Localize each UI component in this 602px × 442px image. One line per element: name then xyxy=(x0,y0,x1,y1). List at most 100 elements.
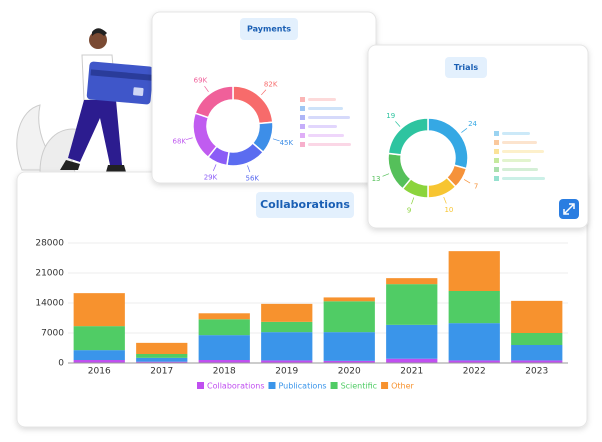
bar-segment xyxy=(136,354,188,358)
chart-title: Trials xyxy=(454,63,478,72)
bar-segment xyxy=(448,323,500,361)
leader-line xyxy=(272,138,280,142)
donut-slice xyxy=(387,117,429,156)
title-pill xyxy=(445,57,487,78)
slice-label: 24 xyxy=(468,120,477,128)
bar-segment xyxy=(261,360,313,363)
legend-blur xyxy=(308,107,343,110)
legend-label: Scientific xyxy=(341,382,378,391)
legend-swatch xyxy=(330,382,338,389)
bar-segment xyxy=(136,361,188,363)
legend-swatch xyxy=(268,382,276,389)
slice-label: 29K xyxy=(204,173,218,181)
title-pill xyxy=(240,18,298,40)
x-tick-label: 2017 xyxy=(150,367,173,377)
legend-swatch xyxy=(381,382,389,389)
donut-slice xyxy=(194,85,234,119)
slice-label: 19 xyxy=(386,112,395,120)
bar-segment xyxy=(386,284,438,325)
y-tick-label: 14000 xyxy=(35,299,64,309)
bar-segment xyxy=(198,335,250,360)
leader-line xyxy=(395,121,401,127)
bar-segment xyxy=(386,324,438,359)
slice-label: 9 xyxy=(407,207,411,215)
bar-segment xyxy=(323,297,375,302)
y-tick-label: 21000 xyxy=(35,269,64,279)
bar-segment xyxy=(511,300,563,333)
slice-label: 13 xyxy=(372,175,381,183)
slice-label: 56K xyxy=(246,175,260,183)
leader-line xyxy=(261,89,267,96)
slice-label: 69K xyxy=(194,76,208,84)
x-tick-label: 2022 xyxy=(463,367,486,377)
legend-blur xyxy=(502,141,537,144)
leader-line xyxy=(204,85,209,93)
bar-segment xyxy=(136,342,188,354)
legend-blur xyxy=(502,150,544,153)
leader-line xyxy=(411,197,415,205)
legend-blur xyxy=(502,132,530,135)
leader-line xyxy=(185,137,193,141)
legend-swatch xyxy=(197,382,204,389)
y-tick-label: 0 xyxy=(58,359,64,369)
chart-title: Collaborations xyxy=(260,198,350,211)
legend-blur xyxy=(308,125,337,128)
bar-segment xyxy=(323,332,375,361)
bar-chart: 0 7000 14000 21000 28000 2016 2017 2018 2019 2020… xyxy=(35,239,568,391)
slice-label: 82K xyxy=(264,81,278,89)
x-tick-label: 2023 xyxy=(525,367,548,377)
bar-segment xyxy=(198,313,250,320)
illustration xyxy=(16,28,154,173)
slice-label: 68K xyxy=(172,138,186,146)
x-tick-label: 2019 xyxy=(275,367,298,377)
bar-segment xyxy=(73,360,125,363)
legend-blur xyxy=(502,159,531,162)
legend-label: Publications xyxy=(278,382,326,391)
trials-card xyxy=(367,44,589,229)
bar-segment xyxy=(448,251,500,291)
legend-swatch xyxy=(494,167,499,172)
bar-segment xyxy=(511,360,563,363)
x-tick-label: 2021 xyxy=(400,367,423,377)
legend-blur xyxy=(502,177,545,180)
legend-swatch xyxy=(300,97,305,102)
donut-chart: 24 7 10 9 13 19 xyxy=(372,112,545,215)
legend-blur xyxy=(308,98,336,101)
donut-chart: 82K 45K 56K 29K 68K 69K xyxy=(172,76,351,183)
y-tick-label: 28000 xyxy=(35,239,64,249)
legend-swatch xyxy=(494,158,499,163)
slice-label: 7 xyxy=(474,183,478,191)
legend-swatch xyxy=(494,131,499,136)
bar-segment xyxy=(73,350,125,360)
chart-title: Payments xyxy=(247,25,291,34)
legend-blur xyxy=(308,143,351,146)
bar-segment xyxy=(261,321,313,333)
leader-line xyxy=(443,196,447,204)
leader-line xyxy=(461,128,468,133)
bar-segment xyxy=(323,301,375,333)
legend-swatch xyxy=(300,133,305,138)
x-tick-label: 2018 xyxy=(213,367,236,377)
legend-swatch xyxy=(494,149,499,154)
bar-segment xyxy=(386,358,438,363)
bar-segment xyxy=(73,293,125,327)
bar-segment xyxy=(448,291,500,324)
bar-segment xyxy=(136,357,188,362)
legend-swatch xyxy=(494,140,499,145)
leader-line xyxy=(382,173,390,177)
legend-blur xyxy=(502,168,538,171)
legend-label: Collaborations xyxy=(207,382,264,391)
legend-swatch xyxy=(300,115,305,120)
leader-line xyxy=(212,164,217,171)
bar-segment xyxy=(448,360,500,363)
slice-label: 45K xyxy=(280,139,294,147)
leader-line xyxy=(247,165,251,173)
bar-segment xyxy=(261,303,313,322)
bar-segment xyxy=(511,345,563,361)
bar-segment xyxy=(511,333,563,345)
bar-segment xyxy=(323,360,375,363)
legend-swatch xyxy=(300,124,305,129)
bar-segment xyxy=(73,326,125,351)
leader-line xyxy=(463,179,471,184)
